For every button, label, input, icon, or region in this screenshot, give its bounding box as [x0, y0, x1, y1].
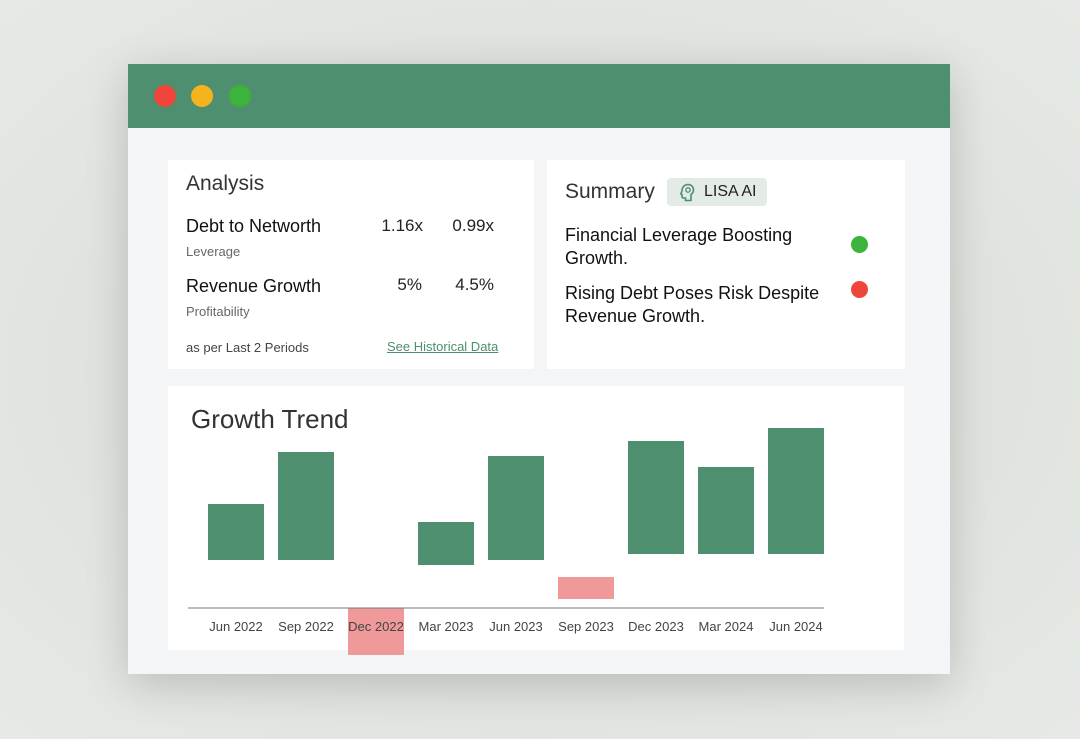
chart-bar-mar-2023 [418, 522, 474, 565]
see-historical-data-link[interactable]: See Historical Data [387, 339, 499, 354]
chart-x-tick-label: Dec 2022 [348, 619, 404, 634]
analysis-card [168, 160, 534, 369]
chart-bar-sep-2022 [278, 452, 334, 560]
summary-item-text: Financial Leverage Boosting Growth. [565, 225, 793, 268]
window-titlebar [128, 64, 950, 128]
status-positive-indicator [851, 236, 868, 253]
brain-head-icon [679, 183, 695, 202]
metric-value-current: 5% [397, 275, 422, 294]
chart-x-tick-label: Mar 2023 [419, 619, 474, 634]
summary-item-text: Rising Debt Poses Risk Despite Revenue G… [565, 283, 820, 326]
summary-title: Summary [565, 180, 655, 203]
lisa-ai-badge[interactable]: LISA AI [667, 178, 767, 206]
chart-bars [208, 428, 824, 655]
metric-value-previous: 0.99x [452, 216, 494, 235]
analysis-title: Analysis [186, 172, 265, 195]
minimize-window-button[interactable] [191, 85, 213, 107]
growth-trend-chart: Jun 2022 Sep 2022 Dec 2022 Mar 2023 Jun 2023… [188, 428, 824, 655]
metric-name-revenue-growth: Revenue Growth [186, 276, 322, 296]
lisa-ai-label: LISA AI [704, 183, 757, 200]
metric-value-previous: 4.5% [455, 275, 494, 294]
chart-x-tick-label: Jun 2023 [489, 619, 543, 634]
chart-bar-mar-2024 [698, 467, 754, 554]
chart-bar-jun-2022 [208, 504, 264, 560]
metric-value-current: 1.16x [381, 216, 423, 235]
maximize-window-button[interactable] [229, 85, 251, 107]
status-negative-indicator [851, 281, 868, 298]
chart-bar-dec-2022 [348, 608, 404, 655]
chart-x-tick-label: Sep 2022 [278, 619, 334, 634]
metric-category-profitability: Profitability [186, 304, 250, 319]
close-window-button[interactable] [154, 85, 176, 107]
analysis-footnote: as per Last 2 Periods [186, 340, 309, 355]
chart-title: Growth Trend [191, 404, 349, 434]
chart-x-tick-label: Sep 2023 [558, 619, 614, 634]
metric-category-leverage: Leverage [186, 244, 241, 259]
app-window: Analysis Debt to Networth Leverage 1.16x… [128, 64, 950, 674]
chart-bar-jun-2023 [488, 456, 544, 560]
chart-x-tick-label: Mar 2024 [699, 619, 754, 634]
chart-x-tick-labels: Jun 2022 Sep 2022 Dec 2022 Mar 2023 Jun 2023… [209, 619, 823, 634]
chart-x-tick-label: Jun 2022 [209, 619, 263, 634]
chart-bar-jun-2024 [768, 428, 824, 554]
chart-bar-sep-2023 [558, 577, 614, 599]
metric-name-debt-to-networth: Debt to Networth [186, 216, 322, 236]
chart-bar-dec-2023 [628, 441, 684, 554]
chart-x-tick-label: Dec 2023 [628, 619, 684, 634]
chart-x-tick-label: Jun 2024 [769, 619, 823, 634]
